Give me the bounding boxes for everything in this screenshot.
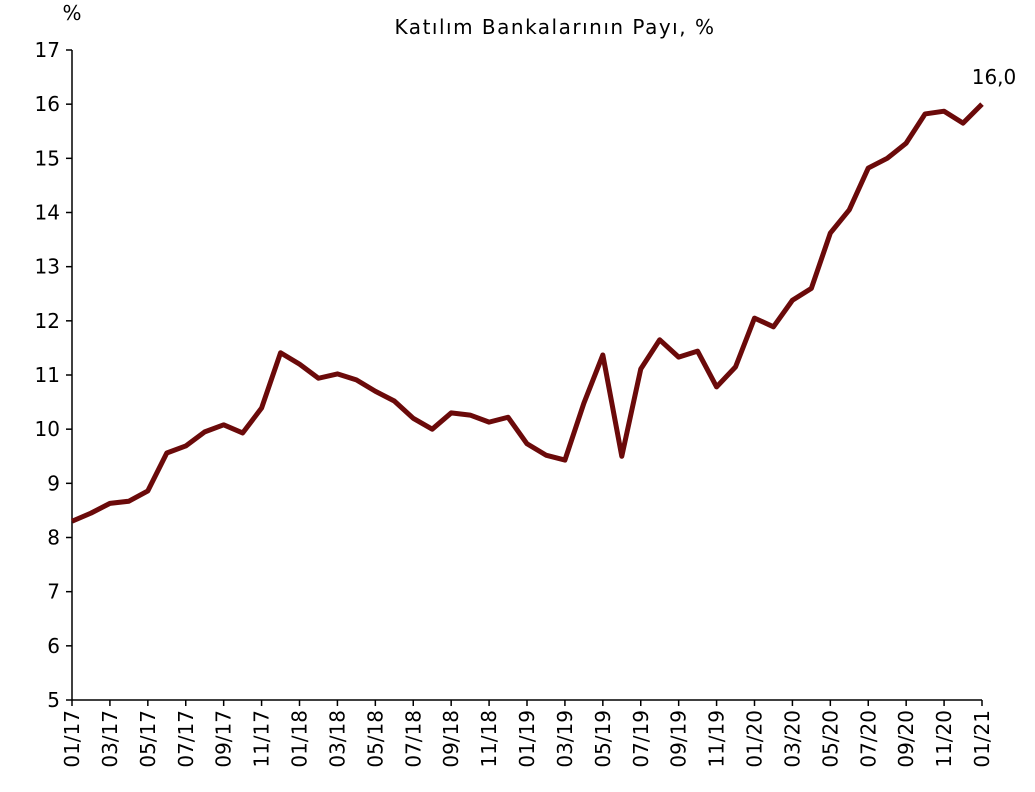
x-tick-label: 07/18 — [401, 710, 425, 768]
x-tick-label: 09/18 — [439, 710, 463, 768]
x-tick-label: 11/19 — [705, 710, 729, 768]
y-tick-label: 8 — [47, 526, 60, 550]
y-tick-label: 13 — [35, 255, 60, 279]
y-tick-label: 11 — [35, 363, 60, 387]
x-tick-label: 09/19 — [667, 710, 691, 768]
x-tick-label: 07/19 — [629, 710, 653, 768]
x-tick-label: 09/20 — [894, 710, 918, 768]
y-tick-label: 14 — [35, 201, 60, 225]
y-tick-label: 15 — [35, 146, 60, 170]
y-tick-label: 7 — [47, 580, 60, 604]
y-tick-label: 16 — [35, 92, 60, 116]
x-tick-label: 05/18 — [363, 710, 387, 768]
x-tick-label: 01/17 — [60, 710, 84, 768]
x-tick-label: 11/17 — [250, 710, 274, 768]
y-tick-label: 5 — [47, 688, 60, 712]
x-tick-label: 11/20 — [932, 710, 956, 768]
x-tick-label: 09/17 — [212, 710, 236, 768]
x-tick-label: 05/17 — [136, 710, 160, 768]
y-tick-label: 10 — [35, 417, 60, 441]
x-tick-label: 01/21 — [970, 710, 994, 768]
chart-title: Katılım Bankalarının Payı, % — [395, 15, 716, 39]
line-series — [71, 102, 984, 524]
x-tick-label: 03/20 — [780, 710, 804, 768]
y-tick-label: 17 — [35, 38, 60, 62]
x-tick-label: 05/19 — [591, 710, 615, 768]
y-tick-label: 12 — [35, 309, 60, 333]
y-tick-label: 6 — [47, 634, 60, 658]
x-tick-label: 01/18 — [288, 710, 312, 768]
y-tick-label: 9 — [47, 471, 60, 495]
x-tick-label: 03/18 — [325, 710, 349, 768]
data-label: 16,0 — [972, 65, 1017, 89]
x-tick-label: 07/17 — [174, 710, 198, 768]
x-tick-label: 01/20 — [743, 710, 767, 768]
y-axis-label: % — [62, 1, 81, 25]
x-tick-label: 03/17 — [98, 710, 122, 768]
x-tick-label: 11/18 — [477, 710, 501, 768]
x-tick-label: 05/20 — [818, 710, 842, 768]
x-tick-label: 01/19 — [515, 710, 539, 768]
x-tick-label: 03/19 — [553, 710, 577, 768]
x-tick-label: 07/20 — [856, 710, 880, 768]
